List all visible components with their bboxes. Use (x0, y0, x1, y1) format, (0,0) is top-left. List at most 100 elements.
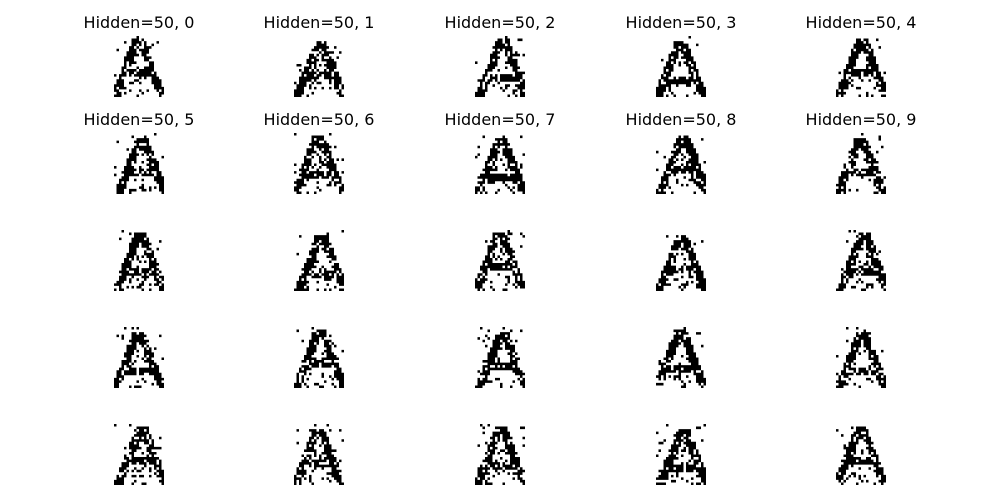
sample-image (656, 230, 706, 291)
binary-letter-bitmap (656, 327, 706, 388)
binary-letter-bitmap (836, 426, 886, 485)
binary-letter-bitmap (294, 424, 344, 485)
sample-image (294, 36, 344, 97)
bitmap-pixels (836, 426, 886, 485)
bitmap-pixels (114, 424, 164, 485)
sample-panel-10 (49, 208, 229, 292)
sample-image (294, 327, 344, 388)
sample-panel-14 (771, 208, 951, 292)
binary-letter-bitmap (475, 36, 525, 97)
bitmap-pixels (475, 230, 525, 291)
panel-title: Hidden=50, 2 (444, 13, 556, 32)
sample-image (114, 133, 164, 194)
binary-letter-bitmap (114, 327, 164, 388)
sample-image (114, 327, 164, 388)
sample-panel-3: Hidden=50, 3 (591, 14, 771, 98)
bitmap-pixels (114, 133, 164, 194)
binary-letter-bitmap (656, 135, 706, 194)
binary-letter-bitmap (656, 424, 706, 485)
binary-letter-bitmap (475, 230, 525, 291)
binary-letter-bitmap (836, 133, 886, 194)
binary-letter-bitmap (475, 135, 525, 194)
binary-letter-bitmap (294, 230, 344, 291)
sample-panel-15 (49, 305, 229, 389)
bitmap-pixels (114, 327, 164, 388)
sample-image (656, 133, 706, 194)
bitmap-pixels (294, 41, 344, 97)
bitmap-pixels (836, 38, 886, 97)
bitmap-pixels (475, 36, 525, 97)
sample-panel-5: Hidden=50, 5 (49, 111, 229, 195)
sample-panel-12 (410, 208, 590, 292)
bitmap-pixels (475, 424, 525, 485)
sample-panel-7: Hidden=50, 7 (410, 111, 590, 195)
sample-panel-9: Hidden=50, 9 (771, 111, 951, 195)
sample-image (836, 424, 886, 485)
sample-panel-24 (771, 402, 951, 486)
bitmap-pixels (475, 135, 525, 194)
binary-letter-bitmap (656, 235, 706, 291)
bitmap-pixels (114, 230, 164, 291)
sample-image (836, 327, 886, 388)
panel-title: Hidden=50, 7 (444, 110, 556, 129)
bitmap-pixels (656, 235, 706, 291)
sample-image (656, 327, 706, 388)
sample-panel-23 (591, 402, 771, 486)
sample-image (294, 424, 344, 485)
sample-image (294, 230, 344, 291)
bitmap-pixels (294, 424, 344, 485)
sample-image (475, 133, 525, 194)
binary-letter-bitmap (656, 36, 706, 97)
binary-letter-bitmap (475, 424, 525, 485)
sample-image (114, 36, 164, 97)
binary-letter-bitmap (294, 327, 344, 388)
sample-image (836, 230, 886, 291)
sample-panel-13 (591, 208, 771, 292)
sample-panel-19 (771, 305, 951, 389)
binary-letter-bitmap (836, 38, 886, 97)
sample-panel-18 (591, 305, 771, 389)
binary-letter-bitmap (475, 327, 525, 388)
binary-letter-bitmap (114, 424, 164, 485)
sample-panel-1: Hidden=50, 1 (229, 14, 409, 98)
sample-image (475, 36, 525, 97)
panel-title: Hidden=50, 4 (805, 13, 917, 32)
binary-letter-bitmap (294, 133, 344, 194)
binary-letter-bitmap (114, 230, 164, 291)
sample-panel-17 (410, 305, 590, 389)
sample-image (475, 424, 525, 485)
bitmap-pixels (656, 327, 706, 388)
sample-image (836, 36, 886, 97)
bitmap-pixels (656, 36, 706, 97)
sample-panel-22 (410, 402, 590, 486)
bitmap-pixels (294, 230, 344, 291)
panel-title: Hidden=50, 3 (625, 13, 737, 32)
sample-panel-4: Hidden=50, 4 (771, 14, 951, 98)
bitmap-pixels (294, 327, 344, 388)
sample-image (836, 133, 886, 194)
bitmap-pixels (475, 327, 525, 388)
sample-image (656, 36, 706, 97)
bitmap-pixels (656, 135, 706, 194)
panel-title: Hidden=50, 5 (83, 110, 195, 129)
panel-title: Hidden=50, 0 (83, 13, 195, 32)
binary-letter-bitmap (114, 36, 164, 97)
sample-panel-11 (229, 208, 409, 292)
panel-title: Hidden=50, 1 (263, 13, 375, 32)
sample-panel-8: Hidden=50, 8 (591, 111, 771, 195)
bitmap-pixels (294, 133, 344, 194)
bitmap-pixels (836, 230, 886, 291)
sample-image (294, 133, 344, 194)
binary-letter-bitmap (836, 230, 886, 291)
sample-image (475, 327, 525, 388)
sample-panel-21 (229, 402, 409, 486)
sample-panel-2: Hidden=50, 2 (410, 14, 590, 98)
sample-panel-6: Hidden=50, 6 (229, 111, 409, 195)
panel-title: Hidden=50, 9 (805, 110, 917, 129)
sample-image (114, 424, 164, 485)
bitmap-pixels (656, 424, 706, 485)
sample-panel-16 (229, 305, 409, 389)
panel-title: Hidden=50, 6 (263, 110, 375, 129)
sample-panel-20 (49, 402, 229, 486)
